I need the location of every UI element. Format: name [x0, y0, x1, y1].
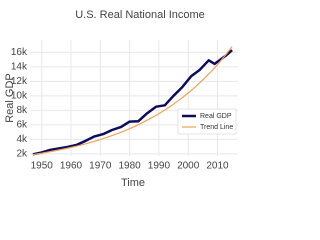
page: U.S. Real National Income Time Real GDP …: [3, 8, 238, 189]
y-tick-label: 12k: [11, 76, 28, 87]
legend-label: Real GDP: [200, 113, 232, 120]
legend-box: [177, 108, 237, 135]
x-tick-label: 1950: [31, 161, 54, 172]
x-tick-label: 1980: [118, 161, 141, 172]
y-tick-label: 2k: [16, 148, 28, 159]
y-axis-label: Real GDP: [4, 73, 16, 123]
x-tick-label: 1990: [148, 161, 171, 172]
y-tick-label: 16k: [11, 47, 28, 58]
series-line: [32, 46, 233, 156]
y-tick-label: 4k: [16, 134, 28, 145]
x-axis-label: Time: [121, 177, 145, 189]
y-tick-label: 14k: [11, 61, 28, 72]
chart-title: U.S. Real National Income: [75, 9, 205, 21]
legend-label: Trend Line: [200, 124, 233, 131]
x-tick-label: 2010: [206, 161, 229, 172]
y-tick-label: 10k: [11, 90, 28, 101]
x-tick-label: 2000: [177, 161, 200, 172]
x-tick-label: 1970: [89, 161, 112, 172]
chart: U.S. Real National Income Time Real GDP …: [4, 9, 238, 189]
y-tick-label: 6k: [16, 119, 28, 130]
series-line: [32, 49, 233, 156]
x-tick-label: 1960: [60, 161, 83, 172]
y-tick-label: 8k: [16, 105, 28, 116]
